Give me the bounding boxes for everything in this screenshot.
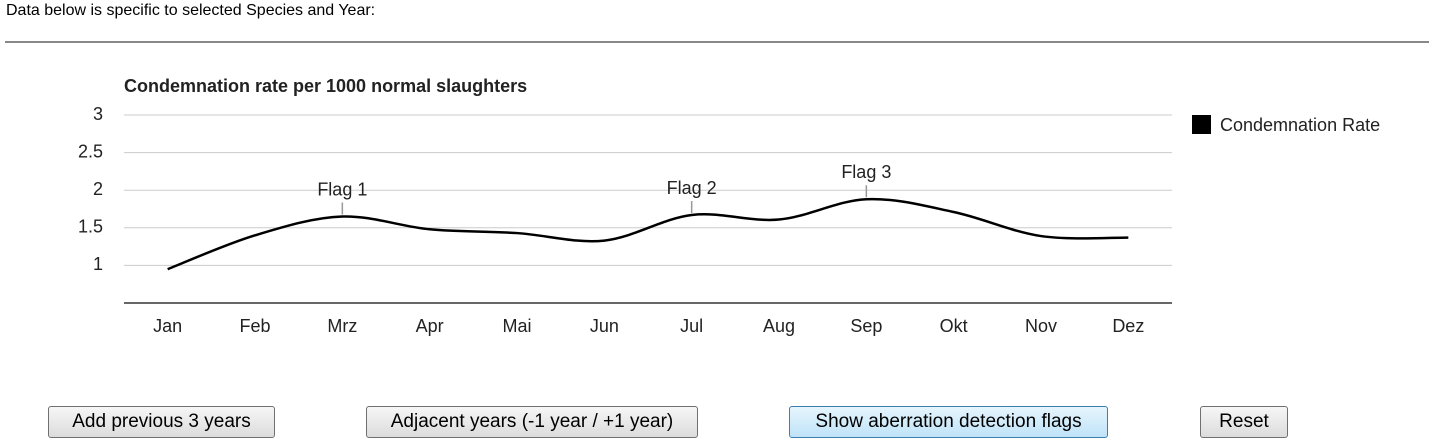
chart-title: Condemnation rate per 1000 normal slaugh… (124, 76, 527, 96)
button[interactable]: Show aberration detection flags (789, 406, 1108, 438)
chart: Condemnation rate per 1000 normal slaugh… (78, 76, 1380, 336)
x-tick-label: Okt (940, 316, 968, 336)
x-tick-label: Sep (850, 316, 882, 336)
x-tick-label: Aug (763, 316, 795, 336)
x-tick-label: Feb (239, 316, 270, 336)
x-tick-label: Jul (680, 316, 703, 336)
series-line (167, 197, 1129, 271)
x-tick-label: Mai (502, 316, 531, 336)
x-tick-label: Mrz (327, 316, 357, 336)
flag-label: Flag 1 (317, 179, 367, 199)
x-tick-label: Nov (1025, 316, 1057, 336)
x-tick-label: Dez (1112, 316, 1144, 336)
y-tick-label: 2.5 (78, 141, 103, 161)
y-tick-label: 1 (93, 254, 103, 274)
y-tick-label: 3 (93, 104, 103, 124)
flag-label: Flag 2 (667, 178, 717, 198)
divider (5, 41, 1429, 43)
button[interactable]: Add previous 3 years (48, 406, 275, 438)
header-text: Data below is specific to selected Speci… (6, 2, 376, 19)
legend-label: Condemnation Rate (1220, 115, 1380, 135)
button[interactable]: Adjacent years (-1 year / +1 year) (366, 406, 698, 438)
y-tick-label: 1.5 (78, 217, 103, 237)
legend-swatch (1192, 115, 1211, 134)
y-tick-label: 2 (93, 179, 103, 199)
x-tick-label: Jan (153, 316, 182, 336)
flag-label: Flag 3 (841, 162, 891, 182)
x-tick-label: Jun (590, 316, 619, 336)
button[interactable]: Reset (1200, 406, 1288, 438)
x-tick-label: Apr (416, 316, 444, 336)
